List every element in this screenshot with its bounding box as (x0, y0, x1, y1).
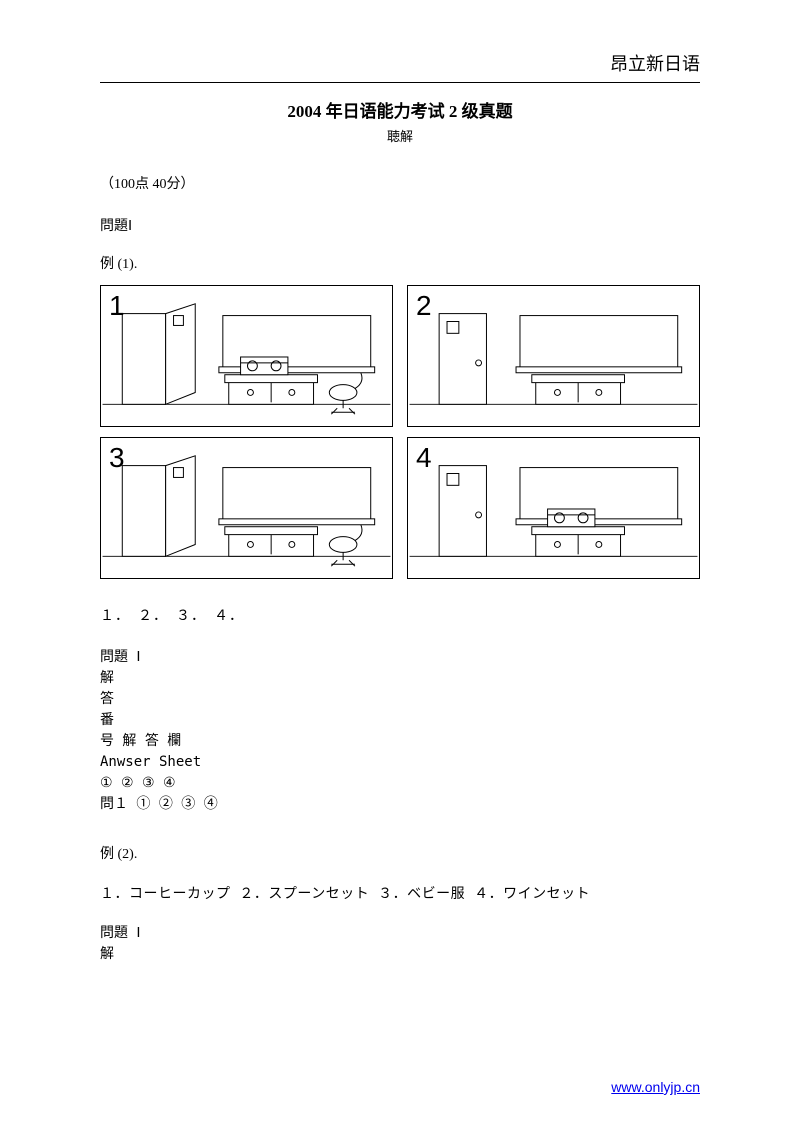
section-label: 問題Ⅰ (100, 215, 700, 235)
classroom-illustration-icon (101, 438, 392, 578)
panel-3: 3 (100, 437, 393, 579)
header-rule (100, 82, 700, 83)
answer-line: 問１ ① ② ③ ④ (100, 794, 700, 815)
answer-line: 号 解 答 欄 (100, 731, 700, 752)
tail-block: 問題 Ⅰ 解 (100, 923, 700, 965)
classroom-illustration-icon (408, 286, 699, 426)
classroom-illustration-icon (408, 438, 699, 578)
panel-num: 3 (109, 442, 125, 474)
answer-line: ① ② ③ ④ (100, 773, 700, 794)
example2-options: １．コーヒーカップ ２．スプーンセット ３．ベビー服 ４．ワインセット (100, 883, 700, 903)
page-title: 2004 年日语能力考试 2 级真题 (100, 97, 700, 122)
tail-line: 解 (100, 944, 700, 965)
tail-line: 問題 Ⅰ (100, 923, 700, 944)
example2-label: 例 (2). (100, 843, 700, 863)
panel-num: 4 (416, 442, 432, 474)
choice-numbers: １． ２． ３． ４． (100, 605, 700, 625)
answer-line: 解 (100, 668, 700, 689)
header-brand: 昂立新日语 (100, 50, 700, 76)
answer-line: 番 (100, 710, 700, 731)
panel-num: 1 (109, 290, 125, 322)
panel-2: 2 (407, 285, 700, 427)
answer-sheet-block: 問題 Ⅰ 解 答 番 号 解 答 欄 Anwser Sheet ① ② ③ ④ … (100, 647, 700, 815)
panel-1: 1 (100, 285, 393, 427)
answer-line: Anwser Sheet (100, 752, 700, 773)
page-subtitle: 聴解 (100, 126, 700, 145)
footer-link[interactable]: www.onlyjp.cn (611, 1079, 700, 1095)
score-text: （100点 40分） (100, 173, 700, 193)
answer-line: 問題 Ⅰ (100, 647, 700, 668)
example1-label: 例 (1). (100, 253, 700, 273)
answer-line: 答 (100, 689, 700, 710)
panel-grid: 1 (100, 285, 700, 579)
panel-num: 2 (416, 290, 432, 322)
classroom-illustration-icon (101, 286, 392, 426)
panel-4: 4 (407, 437, 700, 579)
